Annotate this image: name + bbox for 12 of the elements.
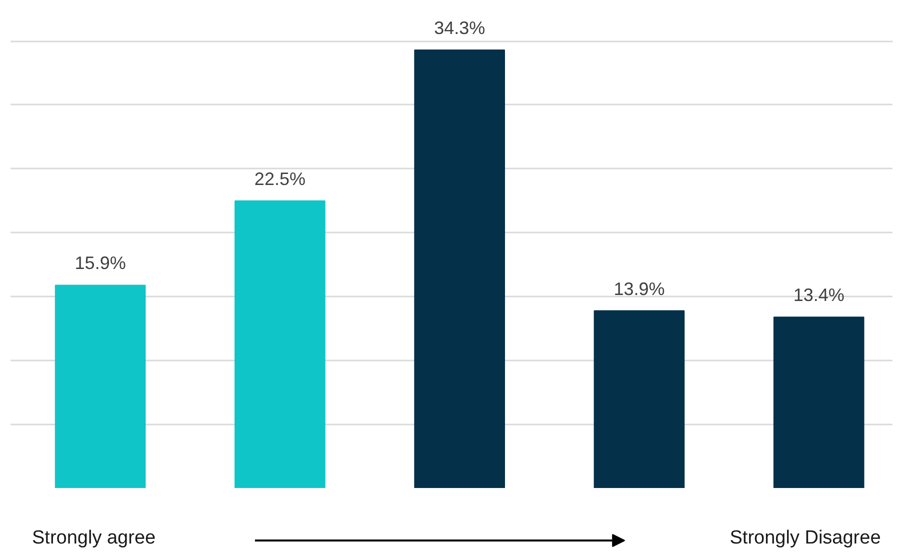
text: Strongly Disagree [730, 528, 881, 548]
bar [234, 200, 326, 488]
data-label: 13.4% [793, 285, 844, 306]
bar [54, 284, 146, 488]
data-label: 15.9% [74, 253, 126, 274]
bar [594, 310, 685, 488]
data-label: 22.5% [254, 168, 306, 189]
text: Strongly agree [32, 528, 156, 548]
data-label: 34.3% [434, 18, 486, 38]
bar [773, 316, 864, 488]
data-label: 13.9% [614, 278, 665, 299]
bar [414, 49, 505, 488]
